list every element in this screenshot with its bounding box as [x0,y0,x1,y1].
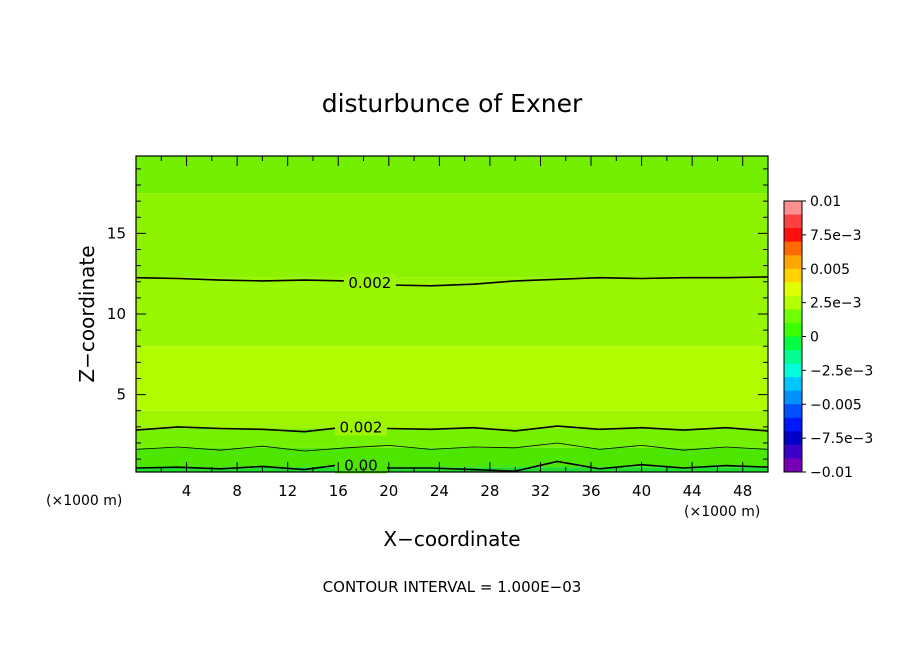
contour-lines [136,276,768,472]
x-tick-label: 44 [683,482,702,500]
colorbar-swatch [784,336,802,351]
colorbar-swatch [784,228,802,243]
colorbar-tick-label: 0.005 [810,262,850,278]
colorbar-swatch [784,214,802,229]
colorbar-tick-label: 0.01 [810,194,841,210]
contour-band-5 [136,428,768,448]
colorbar-tick-label: −0.005 [810,397,862,413]
colorbar-swatch [784,268,802,283]
contour-label-0: 0.002 [348,274,391,292]
contour-line-3 [136,460,768,472]
x-tick-label: 48 [733,482,752,500]
filled-contour-bands [136,156,768,472]
colorbar-swatch [784,322,802,337]
colorbar-swatch [784,458,802,473]
contour-band-3 [136,346,768,411]
x-tick-label: 28 [480,482,499,500]
colorbar-swatch [784,282,802,297]
contour-band-0 [136,156,768,194]
contour-label-bg-3 [334,456,387,474]
colorbar-swatch [784,390,802,405]
x-unit-right: (×1000 m) [684,504,760,520]
contour-band-4 [136,410,768,429]
x-tick-label: 40 [632,482,651,500]
contour-label-bg-1 [334,418,387,436]
y-tick-label: 10 [107,305,126,323]
contour-line-2 [136,442,768,452]
y-tick-label: 15 [107,224,126,242]
colorbar-swatch [784,363,802,378]
colorbar-swatch [784,417,802,432]
colorbar-tick-label: 7.5e−3 [810,228,862,244]
x-tick-label: 20 [379,482,398,500]
colorbar-swatch [784,241,802,256]
contour-label-bg-0 [343,274,396,292]
x-tick-label: 12 [278,482,297,500]
contour-band-2 [136,277,768,347]
x-unit-left: (×1000 m) [46,493,122,509]
colorbar-swatch [784,255,802,270]
colorbar-swatch [784,444,802,459]
x-tick-label: 24 [430,482,449,500]
y-tick-label: 5 [116,386,126,404]
x-axis-label: X−coordinate [383,527,520,551]
contour-label-3: 0.00 [344,456,377,474]
y-axis-label: Z−coordinate [75,245,99,382]
contour-band-1 [136,193,768,278]
x-tick-label: 36 [581,482,600,500]
colorbar-swatch [784,431,802,446]
x-tick-label: 4 [182,482,192,500]
contour-band-6 [136,447,768,468]
chart-title: disturbunce of Exner [322,89,583,118]
colorbar-tick-label: 2.5e−3 [810,296,862,312]
colorbar-swatch [784,377,802,392]
colorbar-swatch [784,350,802,365]
colorbar: 0.01 7.5e−3 0.005 2.5e−3 0 −2.5e−3 −0.005 −7.5e… [783,194,873,481]
x-tick-label: 8 [232,482,242,500]
colorbar-tick-label: −2.5e−3 [810,363,873,379]
colorbar-tick-label: 0 [810,330,819,346]
x-tick-label: 32 [531,482,550,500]
colorbar-swatch [784,404,802,419]
colorbar-tick-label: −0.01 [810,465,853,481]
contour-labels: 0.002 0.002 0.00 [334,274,396,474]
contour-interval-note: CONTOUR INTERVAL = 1.000E−03 [323,578,582,596]
colorbar-tick-label: −7.5e−3 [810,431,873,447]
colorbar-swatch [784,309,802,324]
colorbar-swatch [784,201,802,216]
contour-label-1: 0.002 [340,418,383,436]
x-tick-label: 16 [329,482,348,500]
colorbar-swatch [784,295,802,310]
contour-line-1 [136,425,768,433]
contour-line-0 [136,276,768,287]
